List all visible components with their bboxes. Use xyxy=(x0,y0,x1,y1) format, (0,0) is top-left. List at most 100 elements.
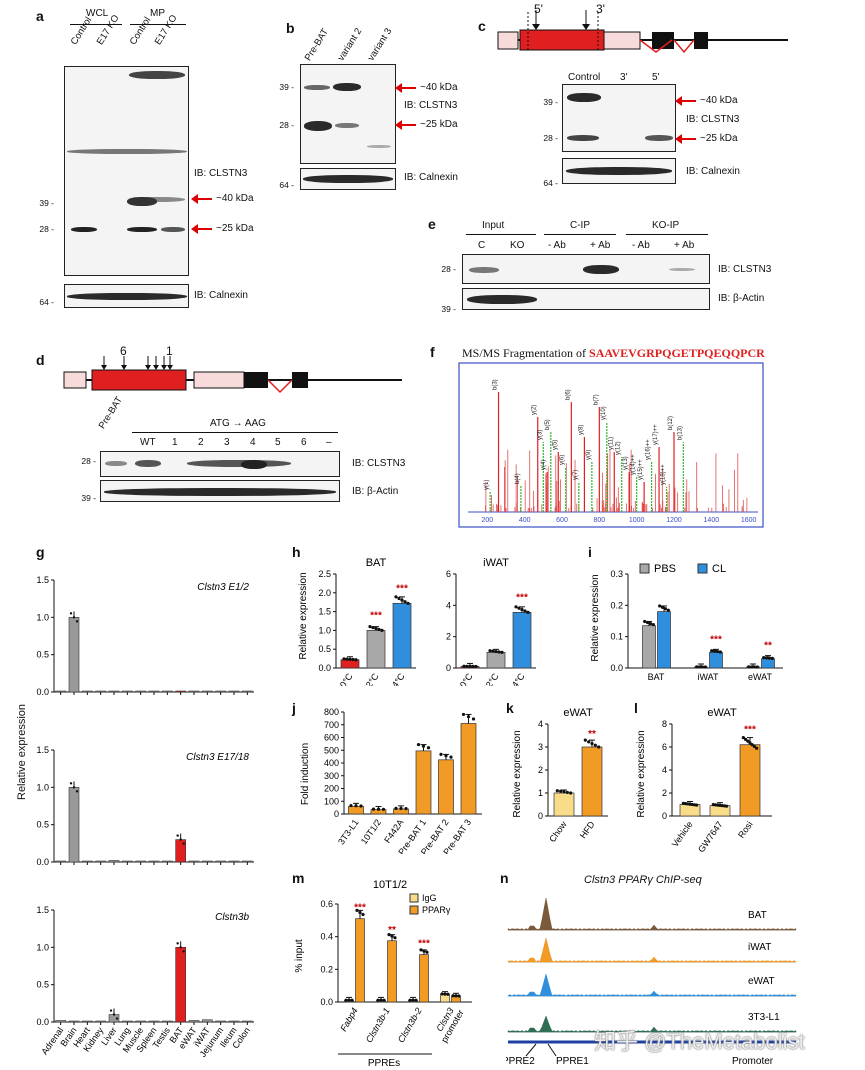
ppre-label: PPRE2 xyxy=(506,1056,535,1067)
mutation-label: ATG → AAG xyxy=(210,418,266,429)
y-axis-label: Relative expression xyxy=(512,730,523,817)
lane-label: C xyxy=(478,240,486,251)
bar xyxy=(202,860,213,863)
lane-label: 3 xyxy=(224,437,230,448)
data-point xyxy=(651,623,655,627)
mw-marker: 28 - xyxy=(81,456,96,466)
y-tick-label: 0.2 xyxy=(610,600,623,610)
data-point xyxy=(488,649,492,653)
y-tick-label: 6 xyxy=(662,742,667,752)
y-tick-label: 1.5 xyxy=(318,607,331,617)
mw-marker: 64 - xyxy=(543,178,558,188)
subplot-title: Clstn3b xyxy=(215,912,249,923)
data-point xyxy=(75,620,79,623)
bar xyxy=(512,612,532,669)
data-point xyxy=(381,807,386,811)
lane-label: 5' xyxy=(652,72,660,83)
blot-c-calnexin xyxy=(562,158,676,184)
data-point xyxy=(176,942,179,945)
spectrum-frame xyxy=(458,362,764,528)
bar xyxy=(387,940,397,1003)
legend-swatch xyxy=(409,893,419,903)
ib-label: IB: Calnexin xyxy=(686,166,740,177)
data-point xyxy=(718,650,722,654)
data-point xyxy=(182,842,185,845)
data-point xyxy=(393,936,397,940)
bar xyxy=(148,1020,160,1023)
ion-label: b(12) xyxy=(668,416,674,430)
bar xyxy=(415,750,432,815)
ib-label: IB: CLSTN3 xyxy=(194,168,248,179)
ion-label: y(11) xyxy=(608,437,614,450)
mw-marker: 39 - xyxy=(81,493,96,503)
panel-label-l: l xyxy=(634,700,638,716)
x-tick-label: GW7647 xyxy=(696,819,725,854)
data-point xyxy=(555,789,559,793)
data-point xyxy=(354,804,358,808)
ion-label: y(4) xyxy=(541,460,547,470)
chip-track xyxy=(507,1015,797,1033)
legend-label: PPARγ xyxy=(422,905,451,915)
significance: *** xyxy=(516,592,528,603)
lane-label: Pre-BAT xyxy=(302,26,331,64)
x-tick-label: 1400 xyxy=(704,517,720,524)
data-point xyxy=(755,746,759,750)
ion-label: y(14)++ xyxy=(631,454,637,475)
group-wcl: WCL xyxy=(86,8,109,19)
x-tick-label: Rosi xyxy=(736,819,755,839)
legend-label: PBS xyxy=(654,563,676,575)
lane-label: 6 xyxy=(301,437,307,448)
lane-label: KO xyxy=(510,240,525,251)
data-point xyxy=(382,998,386,1002)
track-label: eWAT xyxy=(748,976,775,987)
data-point xyxy=(466,715,471,719)
bar xyxy=(122,860,133,863)
x-tick-label: 22°C xyxy=(481,671,501,686)
ion-label: y(3) xyxy=(537,430,543,440)
blot-e-clstn3 xyxy=(462,254,710,284)
bar xyxy=(122,690,133,693)
panel-label-a: a xyxy=(36,8,44,24)
data-point xyxy=(559,789,563,793)
data-point xyxy=(440,992,444,996)
y-tick-label: 1.0 xyxy=(36,612,49,622)
blot-b-clstn3 xyxy=(300,64,396,164)
legend-swatch xyxy=(639,563,650,574)
pointer xyxy=(525,1043,537,1057)
y-tick-label: 500 xyxy=(324,745,339,755)
ib-label: IB: CLSTN3 xyxy=(352,458,406,469)
ion-label: y(12) xyxy=(616,441,622,455)
bar xyxy=(642,625,656,669)
bar xyxy=(188,690,200,693)
data-point xyxy=(752,665,757,669)
y-tick-label: 1.5 xyxy=(36,745,49,755)
data-point xyxy=(422,949,426,953)
y-tick-label: 300 xyxy=(324,771,339,781)
y-tick-label: 0 xyxy=(334,809,339,819)
data-point xyxy=(587,740,591,744)
lane-label: - Ab xyxy=(632,240,650,251)
y-tick-label: 3 xyxy=(538,742,543,752)
lane-label: + Ab xyxy=(674,240,695,251)
band-arrow: ~25 kDa xyxy=(395,119,458,130)
group-label: Input xyxy=(482,220,505,231)
data-point xyxy=(526,610,530,614)
y-tick-label: 100 xyxy=(324,796,339,806)
data-point xyxy=(179,946,182,949)
bar xyxy=(82,690,93,693)
bar xyxy=(392,602,412,669)
data-point xyxy=(471,717,476,721)
ib-label: IB: Calnexin xyxy=(194,290,248,301)
mw-marker: 28 - xyxy=(39,224,54,234)
ion-label: y(9) xyxy=(586,450,592,460)
bar xyxy=(355,918,365,1003)
y-axis-label: % input xyxy=(294,939,305,973)
legend-label: IgG xyxy=(422,893,437,903)
y-tick-label: 8 xyxy=(662,719,667,729)
data-point xyxy=(421,744,426,748)
data-point xyxy=(399,806,403,811)
bar xyxy=(135,860,146,863)
data-point xyxy=(72,616,76,619)
data-point xyxy=(358,910,362,915)
x-tick-label: iWAT xyxy=(698,672,719,682)
